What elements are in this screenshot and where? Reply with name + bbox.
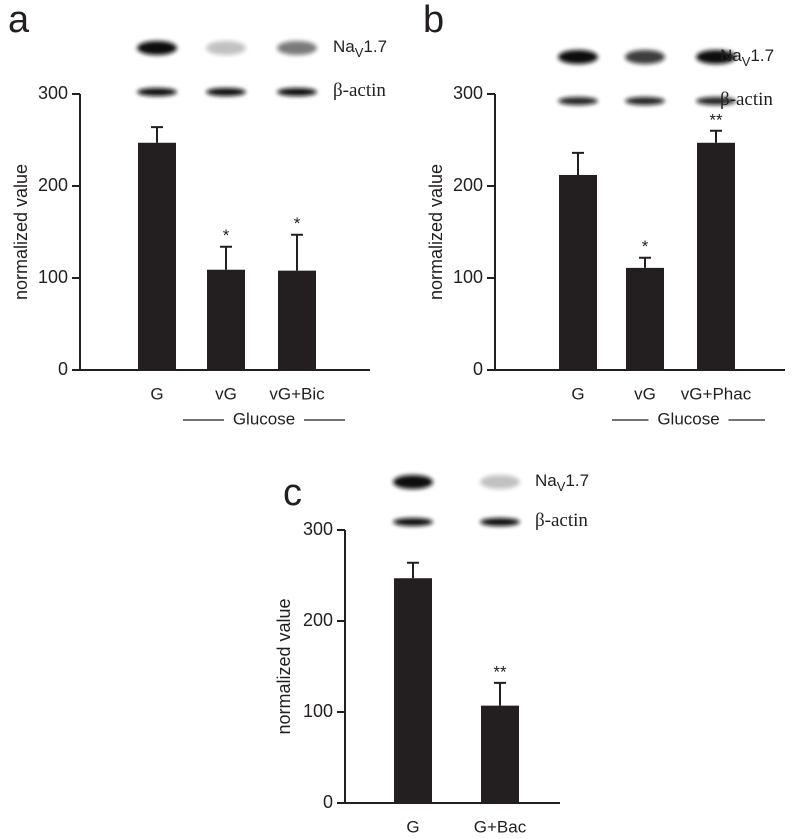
blot-label-main: Na xyxy=(535,471,557,490)
significance-mark: ** xyxy=(493,662,507,681)
error-bar xyxy=(639,256,651,268)
error-bar xyxy=(572,151,584,175)
bar xyxy=(559,174,597,370)
blot-label-rest: 1.7 xyxy=(750,46,774,65)
y-tick-label: 200 xyxy=(453,175,483,195)
y-tick-label: 300 xyxy=(453,83,483,103)
error-bar xyxy=(407,561,419,579)
x-tick-label: G xyxy=(150,384,163,403)
blot-band xyxy=(137,88,177,96)
blot-label: NaV1.7 xyxy=(333,37,387,60)
blot-label-main: β-actin xyxy=(720,89,773,110)
blot-label: β-actin xyxy=(720,89,773,110)
bar xyxy=(626,267,664,370)
blot-band xyxy=(625,97,665,105)
y-tick-label: 300 xyxy=(38,83,68,103)
blot-label-main: Na xyxy=(333,37,355,56)
blot-label-sub: V xyxy=(742,54,751,69)
panel-label: a xyxy=(8,0,30,41)
panel-label: c xyxy=(283,472,302,514)
error-bar xyxy=(220,245,232,270)
bar xyxy=(278,270,316,370)
y-axis-label: normalized value xyxy=(426,164,446,300)
blot-band xyxy=(558,97,598,105)
blot-label-main: β-actin xyxy=(333,80,386,101)
error-bar xyxy=(291,233,303,271)
y-tick-label: 0 xyxy=(473,359,483,379)
blot-label-rest: 1.7 xyxy=(565,471,589,490)
blot-band xyxy=(696,50,736,64)
y-tick-label: 300 xyxy=(303,519,333,539)
significance-mark: * xyxy=(294,214,301,233)
blot-band xyxy=(625,50,665,64)
blot-band xyxy=(480,518,520,526)
bar xyxy=(138,142,176,370)
significance-mark: * xyxy=(642,237,649,256)
blot-band xyxy=(393,475,433,489)
blot-label: NaV1.7 xyxy=(535,471,589,494)
error-bar xyxy=(151,126,163,143)
blot-label-main: Na xyxy=(720,46,742,65)
x-tick-label: vG+Phac xyxy=(681,384,752,403)
error-bar xyxy=(710,129,722,143)
blot-label: NaV1.7 xyxy=(720,46,774,69)
y-tick-label: 100 xyxy=(303,701,333,721)
blot-label: β-actin xyxy=(535,510,588,531)
blot-band xyxy=(277,41,317,55)
significance-mark: * xyxy=(223,226,230,245)
x-tick-label: vG+Bic xyxy=(269,384,325,403)
y-tick-label: 200 xyxy=(303,610,333,630)
error-bar xyxy=(494,681,506,706)
blot-label: β-actin xyxy=(333,80,386,101)
group-label: Glucose xyxy=(657,409,719,428)
significance-mark: ** xyxy=(709,110,723,129)
y-tick-label: 0 xyxy=(58,359,68,379)
blot-band xyxy=(277,88,317,96)
y-tick-label: 200 xyxy=(38,175,68,195)
blot-band xyxy=(393,518,433,526)
blot-label-rest: 1.7 xyxy=(363,37,387,56)
bar xyxy=(481,705,519,803)
x-tick-label: vG xyxy=(215,384,237,403)
y-axis-label: normalized value xyxy=(11,164,31,300)
y-tick-label: 100 xyxy=(453,267,483,287)
x-tick-label: vG xyxy=(634,384,656,403)
bar xyxy=(394,578,432,803)
x-tick-label: G xyxy=(406,817,419,836)
blot-band xyxy=(206,88,246,96)
bar xyxy=(697,142,735,370)
x-tick-label: G+Bac xyxy=(474,817,527,836)
y-axis-label: normalized value xyxy=(274,598,294,734)
panel-label: b xyxy=(423,0,444,41)
blot-label-main: β-actin xyxy=(535,510,588,531)
blot-band xyxy=(480,475,520,489)
x-tick-label: G xyxy=(571,384,584,403)
blot-label-sub: V xyxy=(557,479,566,494)
y-tick-label: 0 xyxy=(323,792,333,812)
blot-band xyxy=(696,97,736,105)
y-tick-label: 100 xyxy=(38,267,68,287)
blot-band xyxy=(558,50,598,64)
blot-band xyxy=(206,41,246,55)
blot-band xyxy=(137,41,177,55)
blot-label-sub: V xyxy=(355,45,364,60)
group-label: Glucose xyxy=(233,409,295,428)
bar xyxy=(207,269,245,370)
